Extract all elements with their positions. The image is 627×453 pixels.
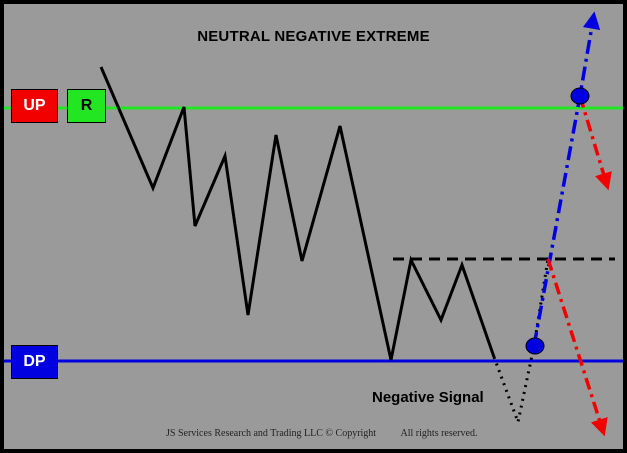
copyright-text: JS Services Research and Trading LLC © C…: [166, 428, 377, 439]
price-path: [99, 66, 496, 361]
lower-signal-marker: [525, 337, 545, 355]
dp-label-box: DP: [11, 345, 58, 379]
r-label-box: R: [67, 89, 106, 123]
negative-signal-label: Negative Signal: [372, 389, 484, 406]
upper-signal-marker: [570, 87, 590, 105]
diagram-title: NEUTRAL NEGATIVE EXTREME: [197, 28, 430, 45]
bearish-arrow-lower: [546, 258, 608, 437]
up-label-box: UP: [11, 89, 58, 123]
footer-copyright: JS Services Research and Trading LLC © C…: [166, 428, 477, 439]
rights-text: All rights reserved.: [400, 428, 478, 439]
bearish-arrow-upper: [578, 95, 612, 191]
